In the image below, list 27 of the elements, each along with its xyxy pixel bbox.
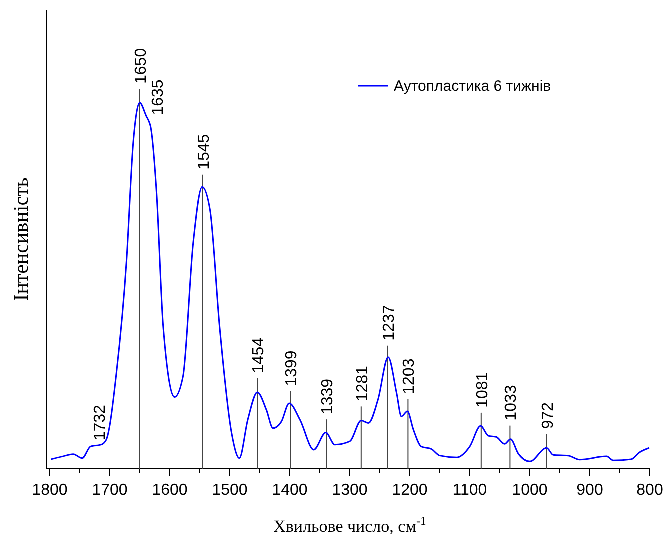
ref-line-label: 1081 xyxy=(474,372,492,408)
ref-line-label: 1545 xyxy=(196,134,213,170)
x-tick-label: 1500 xyxy=(212,482,248,499)
ref-line-label: 1399 xyxy=(284,350,301,386)
ref-line-label: 1237 xyxy=(380,305,398,341)
x-tick-label: 1600 xyxy=(152,482,188,499)
x-tick-label: 800 xyxy=(636,482,664,499)
ref-line-label: 1033 xyxy=(503,385,520,421)
ref-line-label: 1203 xyxy=(401,358,418,394)
y-axis-title: Інтенсивність xyxy=(9,178,33,302)
x-tick-label: 1200 xyxy=(392,482,428,499)
ref-line-label: 1454 xyxy=(250,338,268,374)
ref-line-label: 1339 xyxy=(320,378,337,415)
x-tick-label: 1100 xyxy=(452,482,488,499)
annotation: 1732 xyxy=(92,404,109,441)
x-tick-label: 1400 xyxy=(272,482,308,499)
x-tick-label: 1300 xyxy=(332,482,368,499)
ref-line-label: 972 xyxy=(540,402,557,430)
ref-line-label: 1281 xyxy=(354,366,372,402)
x-tick-label: 1800 xyxy=(32,482,68,499)
x-tick-label: 900 xyxy=(576,482,604,499)
x-tick-label: 1000 xyxy=(512,482,548,499)
legend-label: Аутопластика 6 тижнів xyxy=(394,78,552,95)
annotation: 1635 xyxy=(150,80,167,116)
x-tick-label: 1700 xyxy=(92,482,128,499)
ref-line-label: 1650 xyxy=(133,48,150,84)
x-axis-title: Хвильове число, см$^{-1}$ xyxy=(274,514,426,536)
